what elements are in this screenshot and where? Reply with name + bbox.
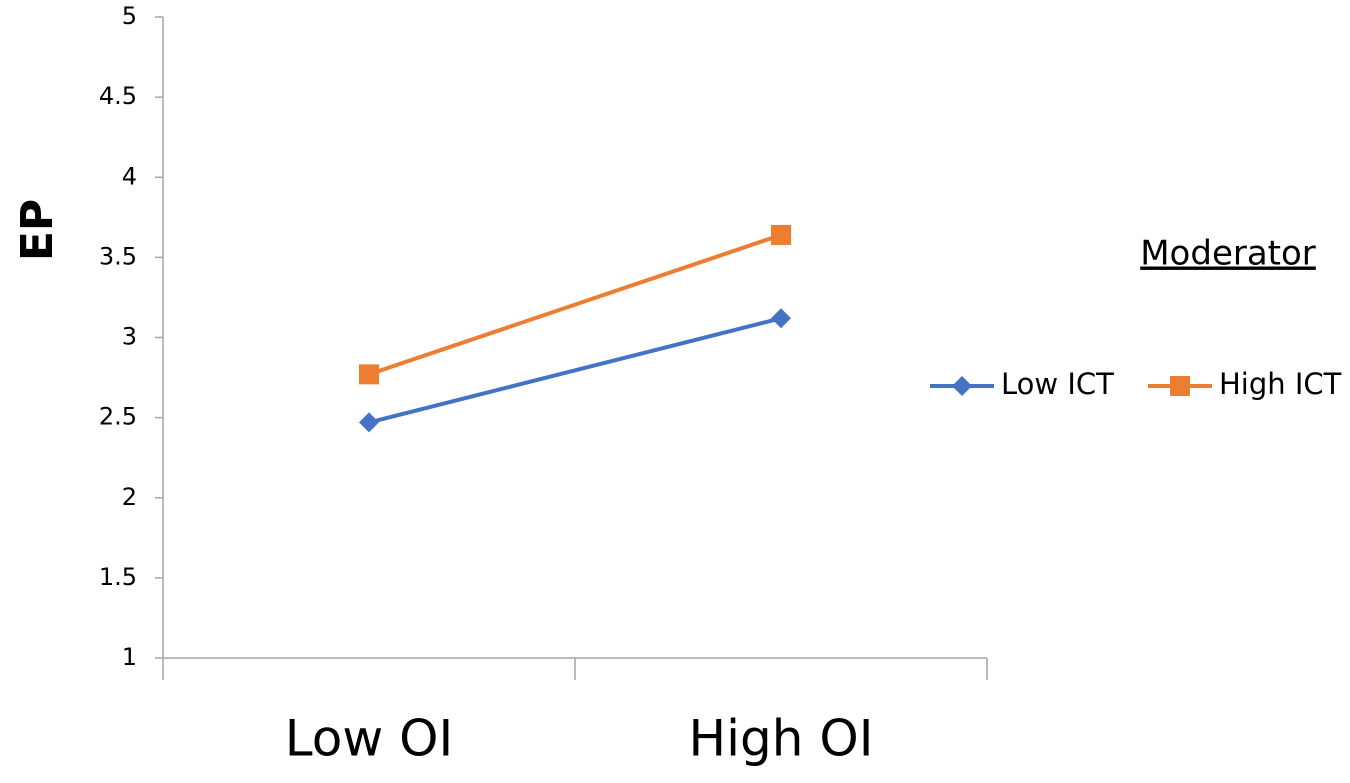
- legend-label: High ICT: [1219, 367, 1342, 401]
- series-line: [368, 316, 782, 425]
- y-tick-label: 4.5: [99, 82, 137, 110]
- y-tick-label: 2.5: [99, 403, 137, 431]
- y-tick-label: 1: [122, 643, 137, 671]
- marker-diamond: [359, 412, 379, 433]
- marker-diamond: [952, 376, 972, 396]
- y-tick-label: 3: [122, 323, 137, 351]
- marker-square: [359, 364, 379, 385]
- y-tick-label: 5: [122, 2, 137, 30]
- x-tick-label: Low OI: [285, 710, 453, 768]
- marker-diamond: [771, 308, 791, 329]
- y-tick-label: 1.5: [99, 563, 137, 591]
- series-line: [368, 233, 782, 377]
- legend-title: Moderator: [1140, 234, 1316, 274]
- marker-square: [1170, 376, 1190, 396]
- legend-label: Low ICT: [1001, 367, 1114, 401]
- y-tick-label: 4: [122, 162, 137, 190]
- y-axis-label: EP: [12, 199, 63, 261]
- y-tick-label: 2: [122, 483, 137, 511]
- x-tick-label: High OI: [689, 710, 874, 768]
- y-tick-label: 3.5: [99, 242, 137, 270]
- marker-square: [771, 224, 791, 245]
